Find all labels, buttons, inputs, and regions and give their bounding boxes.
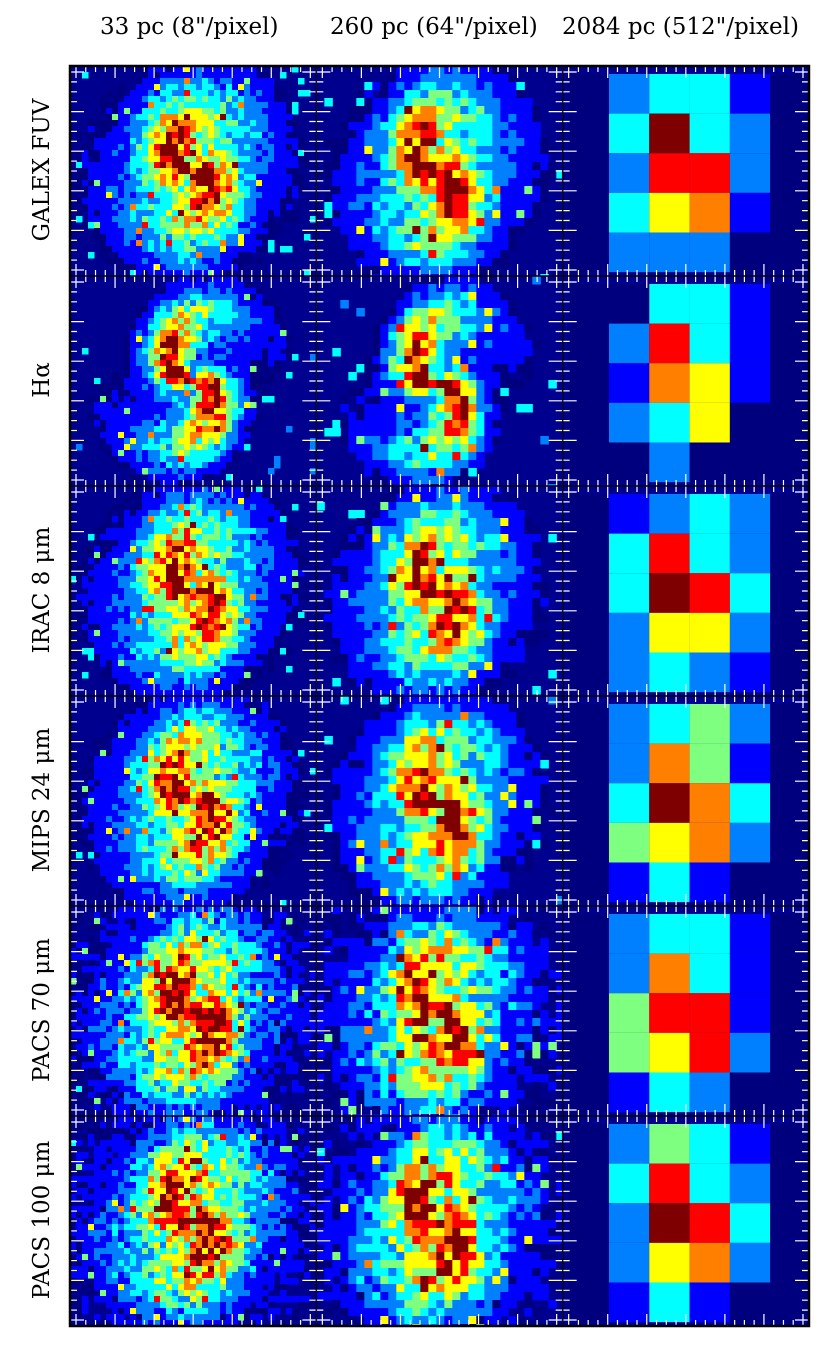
- image-panel-pacs-70-m-col3: [562, 906, 809, 1116]
- figure-frame: [68, 64, 811, 1328]
- image-panel-pacs-100-m-col3: [562, 1116, 809, 1326]
- image-panel-h--col2: [316, 276, 563, 486]
- image-panel-irac-8-m-col1: [70, 486, 317, 696]
- image-panel-irac-8-m-col2: [316, 486, 563, 696]
- image-panel-mips-24-m-col3: [562, 696, 809, 906]
- column-label-2084pc: 2084 pc (512"/pixel): [562, 14, 799, 40]
- image-panel-pacs-100-m-col2: [316, 1116, 563, 1326]
- image-panel-pacs-70-m-col2: [316, 906, 563, 1116]
- image-panel-galex-fuv-col2: [316, 66, 563, 276]
- image-panel-mips-24-m-col1: [70, 696, 317, 906]
- image-panel-galex-fuv-col1: [70, 66, 317, 276]
- image-panel-mips-24-m-col2: [316, 696, 563, 906]
- image-panel-pacs-70-m-col1: [70, 906, 317, 1116]
- image-panel-h--col3: [562, 276, 809, 486]
- image-panel-galex-fuv-col3: [562, 66, 809, 276]
- image-panel-irac-8-m-col3: [562, 486, 809, 696]
- column-label-260pc: 260 pc (64"/pixel): [330, 14, 538, 40]
- image-panel-pacs-100-m-col1: [70, 1116, 317, 1326]
- column-label-33pc: 33 pc (8"/pixel): [100, 14, 279, 40]
- image-panel-h--col1: [70, 276, 317, 486]
